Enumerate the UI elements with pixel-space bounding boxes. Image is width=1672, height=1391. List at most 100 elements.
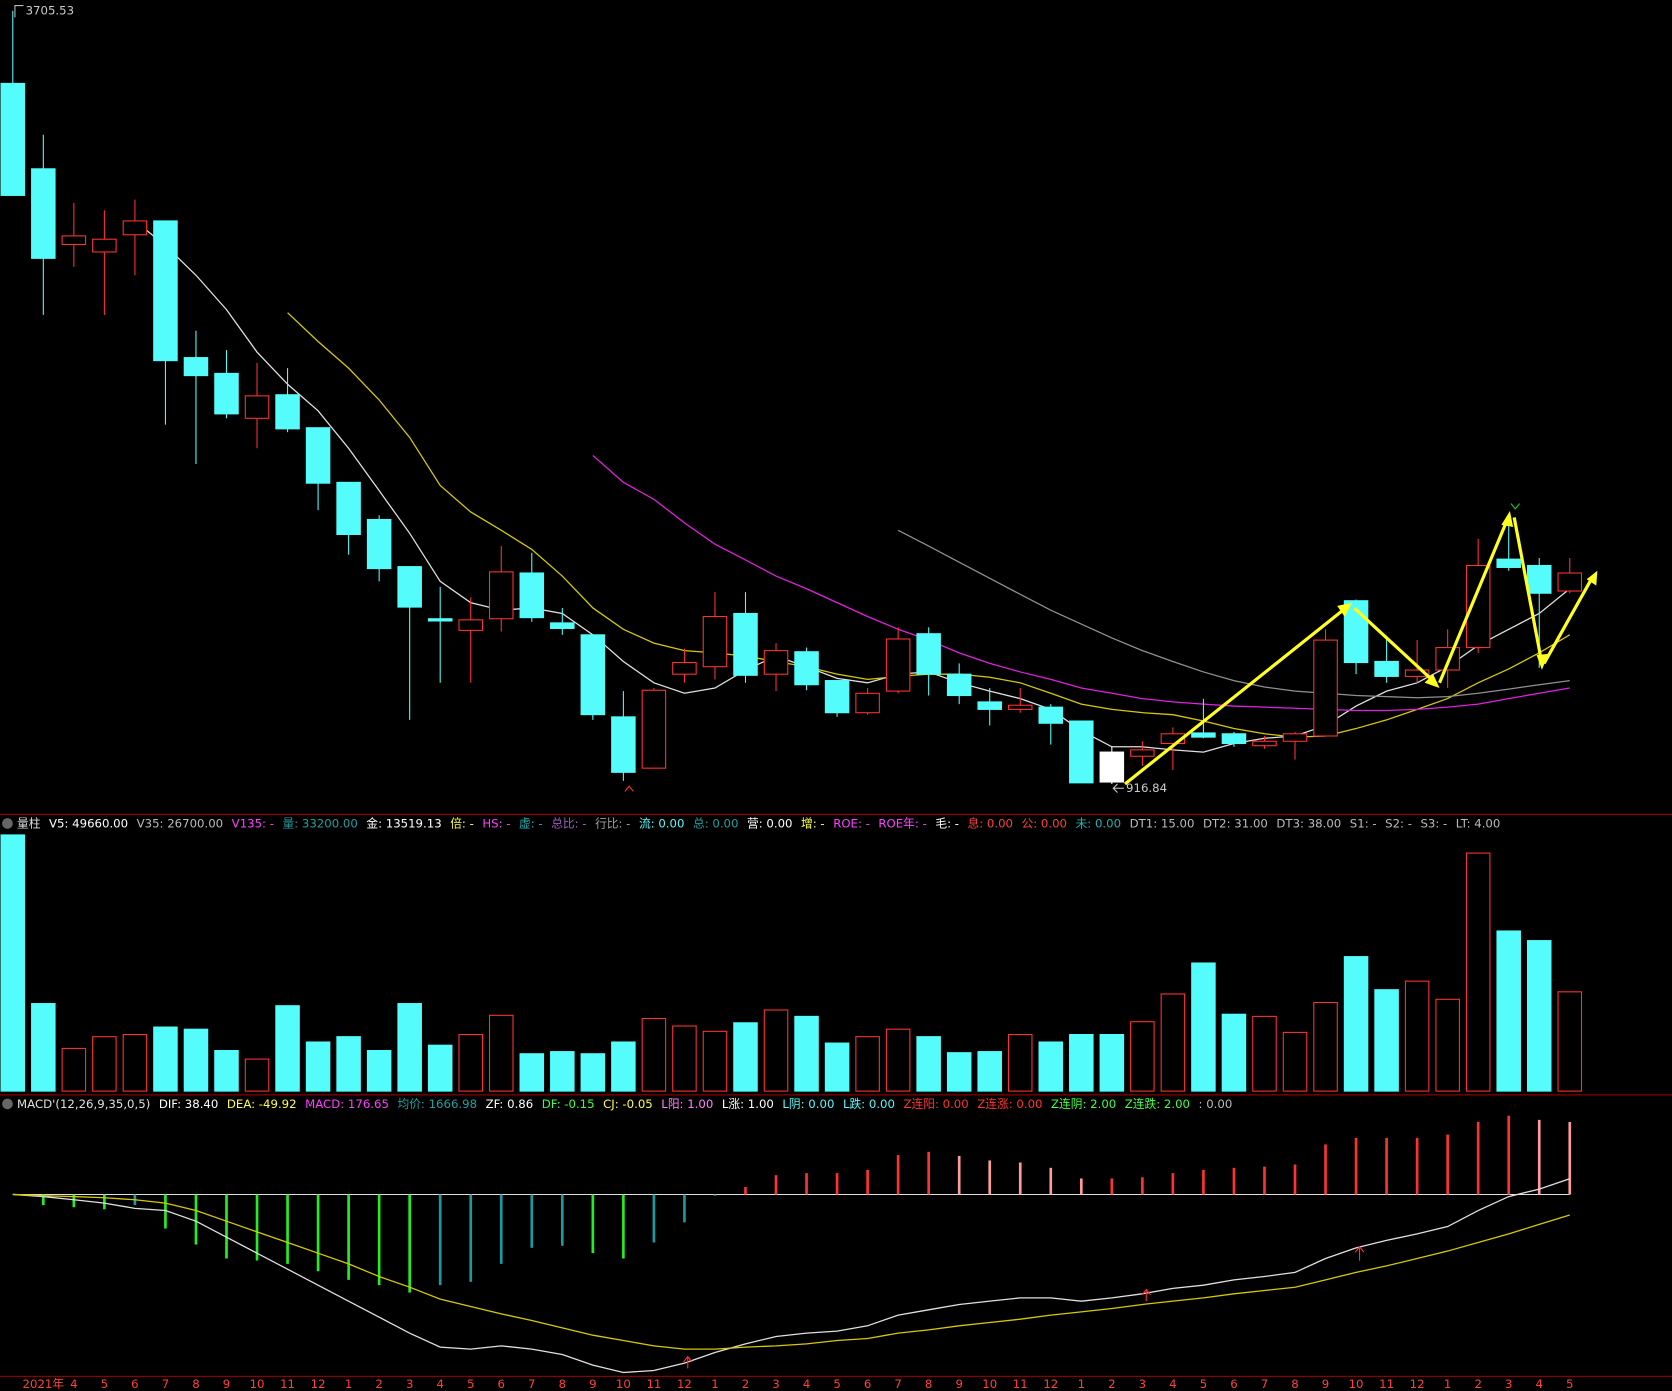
volume-bar	[183, 1028, 209, 1092]
trend-arrows	[1123, 511, 1598, 786]
indicator-value: DT2: 31.00	[1203, 816, 1268, 830]
x-tick-label: 2021年	[23, 1377, 65, 1391]
volume-bar	[1557, 991, 1583, 1092]
low-signal	[624, 785, 634, 792]
volume-bar	[61, 1047, 87, 1092]
x-tick-label: 11	[280, 1377, 295, 1391]
indicator-value: L阴: 0.00	[782, 1096, 834, 1110]
candle-body	[458, 619, 483, 631]
indicator-value: 均价: 1666.98	[397, 1096, 477, 1110]
candle-body	[1557, 572, 1583, 592]
volume-bar	[1252, 1015, 1277, 1092]
volume-bar	[519, 1053, 545, 1092]
indicator-value: DT1: 15.00	[1130, 816, 1195, 830]
high-signal	[1510, 503, 1520, 510]
trend-arrow	[1353, 606, 1438, 685]
x-tick-label: 2	[1474, 1377, 1481, 1391]
indicator-value: 量: 33200.00	[283, 816, 358, 830]
volume-bar	[763, 1009, 789, 1092]
volume-bar	[611, 1041, 636, 1092]
indicator-value: S1: -	[1350, 816, 1377, 830]
x-tick-label: 3	[1505, 1377, 1512, 1391]
x-tick-label: 2	[375, 1377, 382, 1391]
arrow-head	[1586, 570, 1598, 586]
volume-bar	[1313, 1001, 1338, 1092]
volume-bar	[1374, 989, 1399, 1092]
candle-body	[366, 518, 392, 570]
volume-bar	[1496, 930, 1521, 1092]
volume-bar	[1435, 998, 1460, 1092]
volume-bar	[244, 1058, 270, 1092]
indicator-value: 金: 13519.13	[366, 816, 441, 830]
panel-menu-icon[interactable]	[2, 818, 13, 829]
x-tick-label: 11	[1379, 1377, 1394, 1391]
x-tick-label: 5	[467, 1377, 474, 1391]
volume-bar	[641, 1017, 667, 1092]
volume-bar	[31, 1003, 56, 1092]
x-tick-label: 3	[772, 1377, 779, 1391]
candle-body	[641, 689, 667, 769]
x-tick-label: 6	[498, 1377, 505, 1391]
buy-signal	[683, 1355, 693, 1369]
indicator-value: Z连阴: 2.00	[1051, 1096, 1116, 1110]
candle-body	[885, 638, 911, 692]
moving-average-line	[592, 454, 1570, 712]
candle-body	[1313, 639, 1338, 737]
volume-bar	[122, 1033, 148, 1092]
candle-body	[92, 238, 117, 253]
low-marker	[1112, 783, 1124, 793]
x-tick-label: 9	[955, 1377, 962, 1391]
indicator-value: ROE年: -	[878, 816, 926, 830]
indicator-value: DT3: 38.00	[1276, 816, 1341, 830]
trend-arrow	[1123, 606, 1347, 786]
indicator-header: 量柱 V5: 49660.00 V35: 26700.00 V135: - 量: 332…	[17, 816, 1500, 830]
candle-body	[763, 650, 789, 675]
x-tick-label: 8	[925, 1377, 932, 1391]
arrow-head	[1501, 511, 1514, 528]
x-tick-label: 8	[1291, 1377, 1298, 1391]
x-tick-label: 1	[345, 1377, 352, 1391]
x-tick-label: 10	[982, 1377, 997, 1391]
volume-bar	[214, 1050, 239, 1092]
x-tick-label: 8	[559, 1377, 566, 1391]
volume-bar	[1404, 980, 1430, 1092]
buy-signal	[1354, 1245, 1365, 1261]
x-tick-label: 12	[1410, 1377, 1425, 1391]
volume-bar	[1343, 956, 1369, 1092]
candle-body	[1007, 704, 1033, 710]
x-tick-label: 2	[1108, 1377, 1115, 1391]
candle-body	[1130, 749, 1155, 757]
candle-body	[122, 220, 148, 236]
candle-body	[1404, 669, 1430, 677]
x-tick-label: 11	[1013, 1377, 1028, 1391]
volume-bar	[580, 1053, 606, 1092]
indicator-value: L涨: 1.00	[722, 1096, 774, 1110]
arrow-head	[1337, 602, 1353, 617]
x-tick-label: 7	[528, 1377, 535, 1391]
volume-bar	[458, 1033, 483, 1092]
candle-body	[336, 481, 361, 535]
candle-body	[1069, 720, 1094, 784]
volume-bar	[1191, 962, 1216, 1092]
indicator-value: HS: -	[482, 816, 510, 830]
candle-body	[183, 357, 209, 377]
panel-menu-icon[interactable]	[2, 1098, 13, 1110]
volume-bar	[1221, 1013, 1247, 1092]
indicator-value: CJ: -0.05	[603, 1096, 653, 1110]
indicator-value: ROE: -	[833, 816, 870, 830]
x-tick-label: 8	[192, 1377, 199, 1391]
indicator-value: L跌: 0.00	[843, 1096, 895, 1110]
high-price-label: 3705.53	[26, 3, 74, 17]
buy-signal	[1141, 1288, 1151, 1302]
arrow-head	[1424, 674, 1440, 689]
indicator-value: 流: 0.00	[639, 816, 685, 830]
indicator-value: L阳: 1.00	[661, 1096, 713, 1110]
indicator-value: Z连跌: 2.00	[1125, 1096, 1190, 1110]
x-tick-label: 1	[1078, 1377, 1085, 1391]
candle-body	[702, 615, 728, 668]
x-tick-label: 5	[1200, 1377, 1207, 1391]
x-tick-label: 4	[1536, 1377, 1543, 1391]
candle-body	[580, 634, 606, 716]
candle-body	[1160, 733, 1186, 745]
candle-body	[916, 633, 941, 675]
